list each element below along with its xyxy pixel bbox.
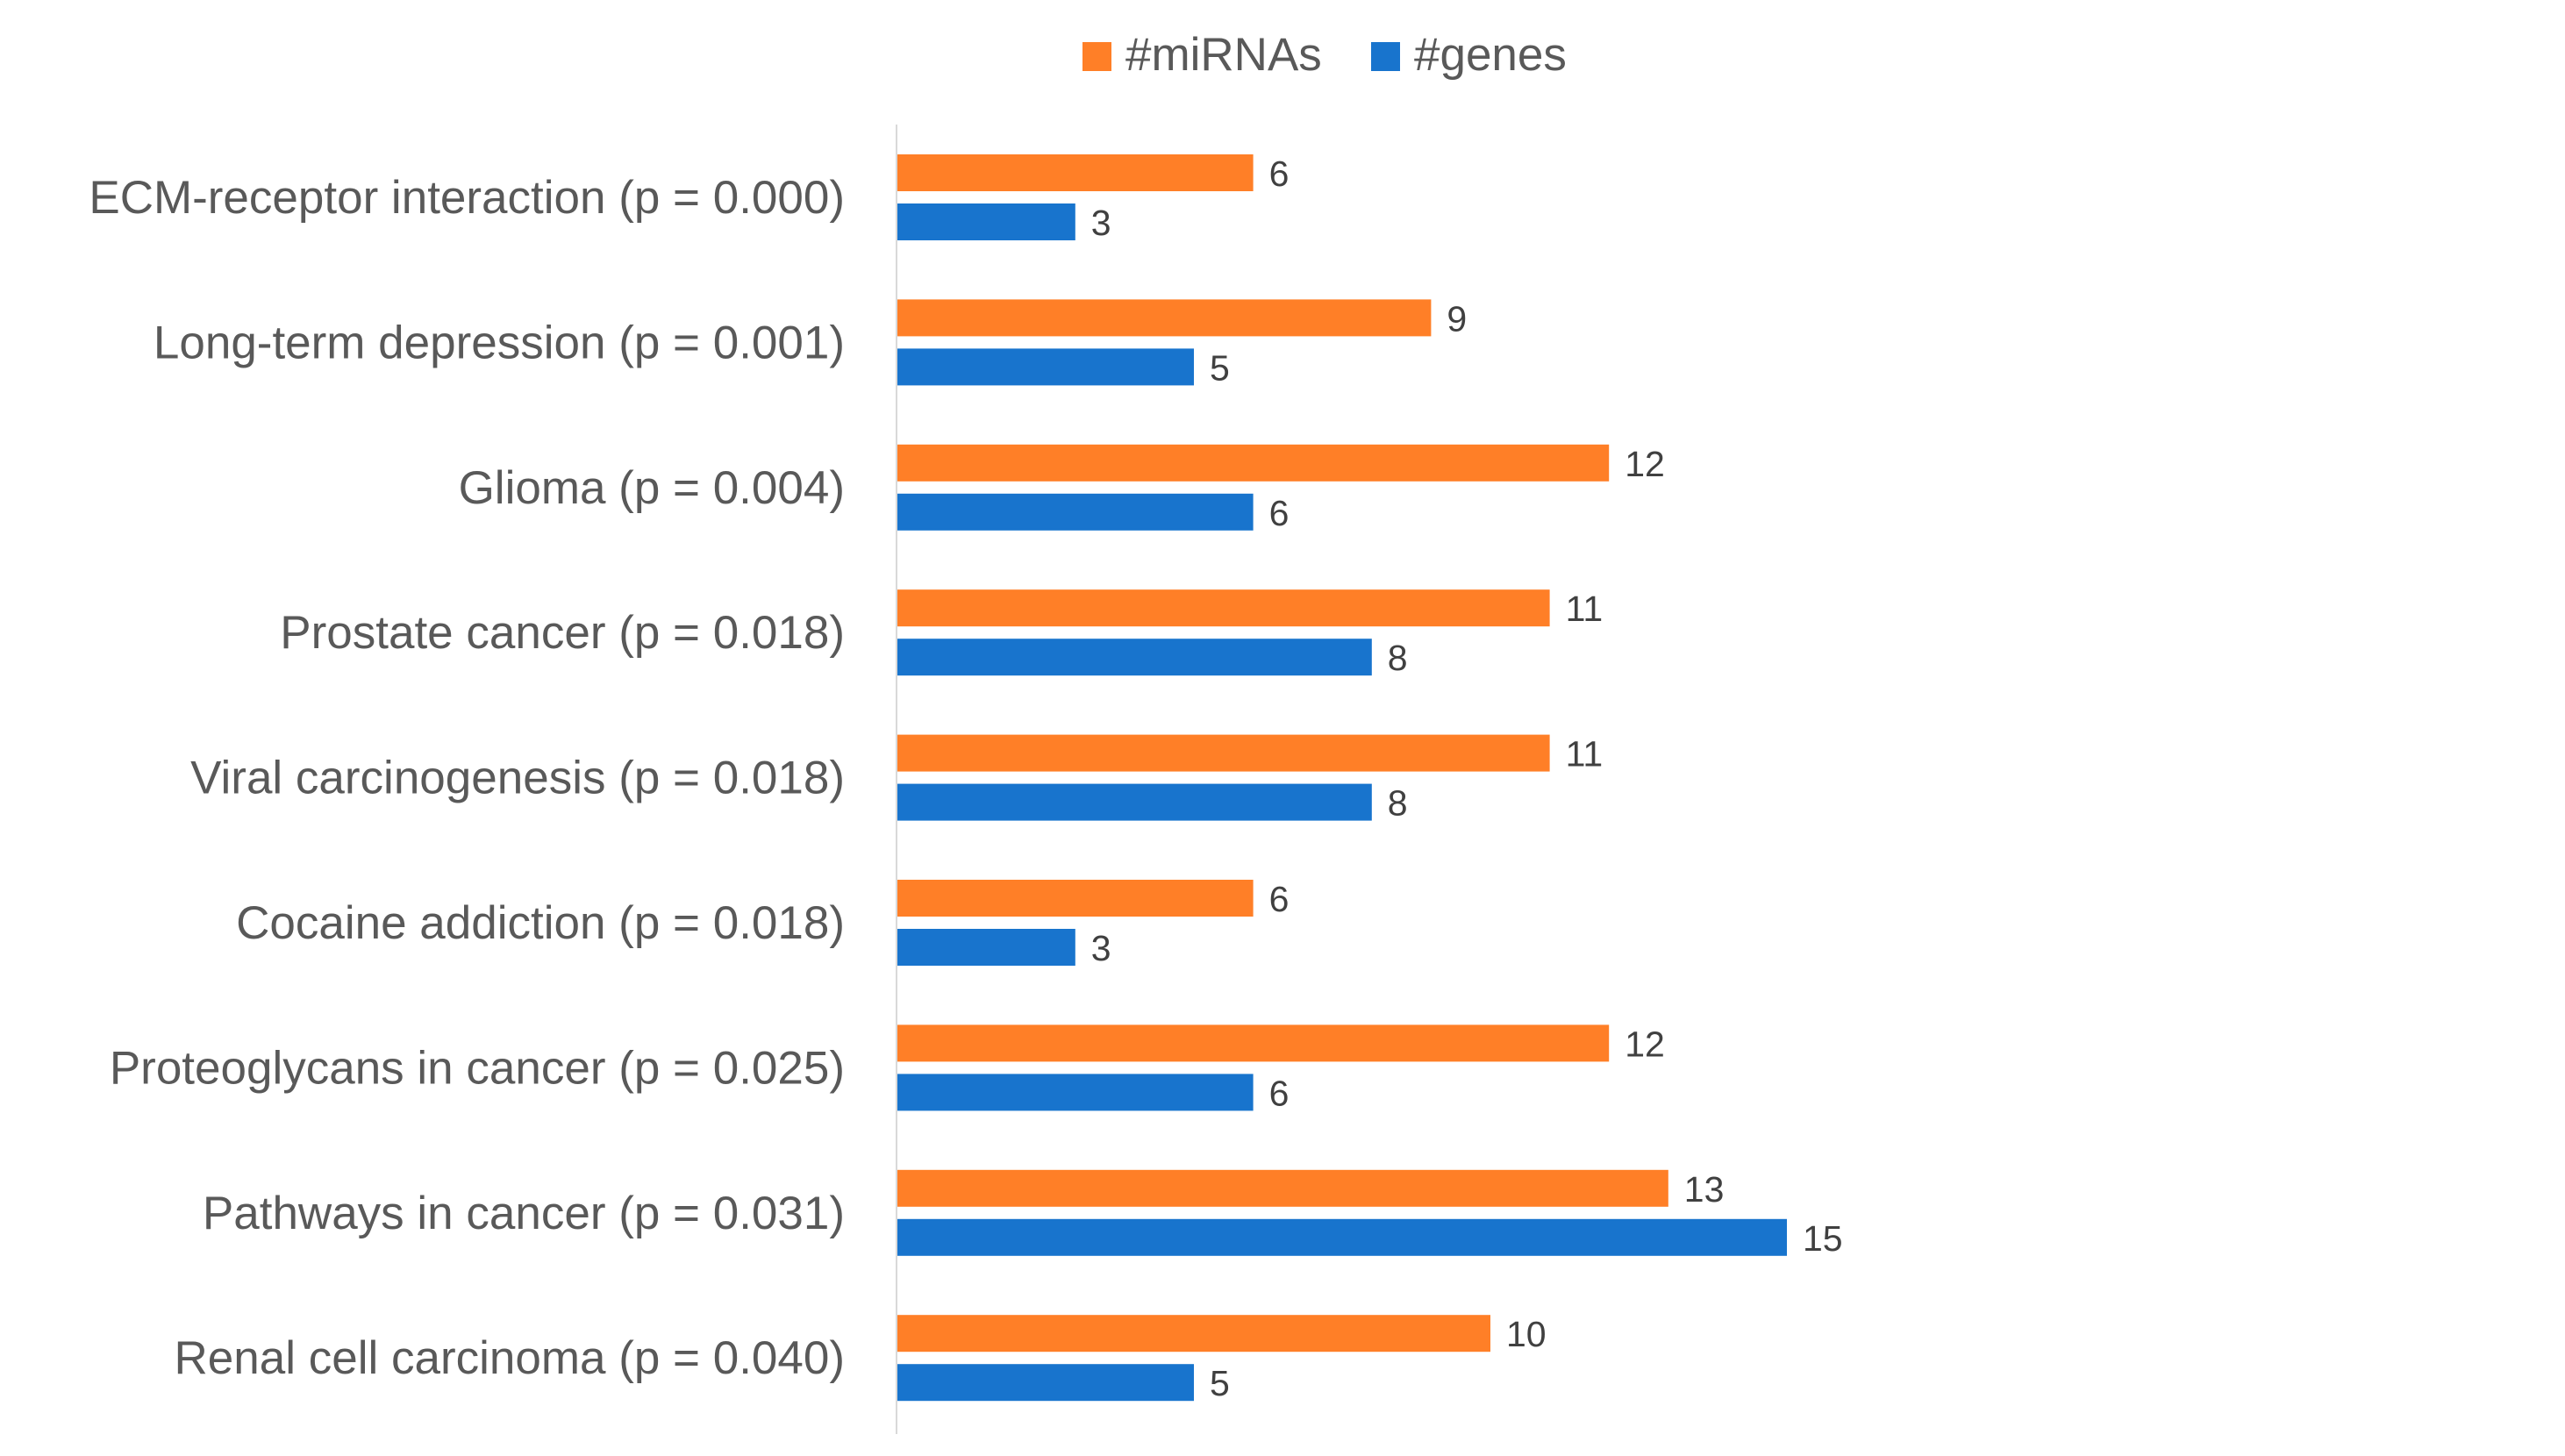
bar-mirnas xyxy=(897,880,1254,917)
value-label-mirnas: 6 xyxy=(1269,153,1290,194)
value-label-mirnas: 9 xyxy=(1447,298,1467,339)
bar-genes xyxy=(897,929,1075,966)
category-label: Cocaine addiction (p = 0.018) xyxy=(236,897,845,949)
category-label: Glioma (p = 0.004) xyxy=(459,462,845,514)
category-label: Viral carcinogenesis (p = 0.018) xyxy=(190,753,845,804)
bar-genes xyxy=(897,348,1194,386)
bar-mirnas xyxy=(897,589,1550,627)
bar-mirnas xyxy=(897,299,1432,337)
value-label-mirnas: 11 xyxy=(1566,734,1604,774)
value-label-genes: 3 xyxy=(1091,203,1111,243)
bar-genes xyxy=(897,1364,1194,1402)
category-label: Long-term depression (p = 0.001) xyxy=(154,317,845,368)
value-label-genes: 5 xyxy=(1210,347,1230,388)
value-label-genes: 5 xyxy=(1210,1363,1230,1403)
value-label-genes: 6 xyxy=(1269,1073,1290,1113)
category-label: Renal cell carcinoma (p = 0.040) xyxy=(175,1332,845,1384)
category-label: Prostate cancer (p = 0.018) xyxy=(280,607,845,659)
bar-genes xyxy=(897,783,1372,821)
legend-swatch-mirnas xyxy=(1082,42,1111,71)
value-label-mirnas: 13 xyxy=(1684,1169,1725,1210)
legend-swatch-genes xyxy=(1371,42,1400,71)
bars xyxy=(897,154,1787,1402)
bar-mirnas xyxy=(897,1024,1610,1062)
legend-label-mirnas: #miRNAs xyxy=(1125,29,1322,81)
category-label: ECM-receptor interaction (p = 0.000) xyxy=(89,172,845,224)
value-label-mirnas: 12 xyxy=(1625,444,1665,484)
bar-mirnas xyxy=(897,154,1254,191)
value-label-mirnas: 11 xyxy=(1566,589,1604,629)
value-label-mirnas: 6 xyxy=(1269,879,1290,919)
category-labels: ECM-receptor interaction (p = 0.000) Long… xyxy=(89,172,845,1384)
value-label-mirnas: 10 xyxy=(1506,1314,1547,1354)
value-label-genes: 6 xyxy=(1269,493,1290,533)
bar-mirnas xyxy=(897,1315,1490,1353)
value-label-genes: 3 xyxy=(1091,928,1111,968)
legend-label-genes: #genes xyxy=(1414,29,1567,81)
bar-mirnas xyxy=(897,1169,1668,1207)
legend: #miRNAs #genes xyxy=(1082,29,1567,81)
bar-mirnas xyxy=(897,444,1610,482)
value-label-mirnas: 12 xyxy=(1625,1024,1665,1064)
bar-mirnas xyxy=(897,734,1550,772)
bar-genes xyxy=(897,1218,1787,1256)
category-label: Proteoglycans in cancer (p = 0.025) xyxy=(110,1042,845,1094)
value-labels: 6 3 9 5 12 6 11 8 11 8 6 3 12 6 13 15 10 5 xyxy=(1091,153,1843,1403)
bar-genes xyxy=(897,1074,1254,1111)
value-label-genes: 8 xyxy=(1388,638,1408,678)
bar-genes xyxy=(897,203,1075,240)
bar-genes xyxy=(897,493,1254,531)
value-label-genes: 15 xyxy=(1803,1218,1843,1259)
bar-genes xyxy=(897,639,1372,676)
value-label-genes: 8 xyxy=(1388,783,1408,824)
category-label: Pathways in cancer (p = 0.031) xyxy=(203,1188,845,1239)
